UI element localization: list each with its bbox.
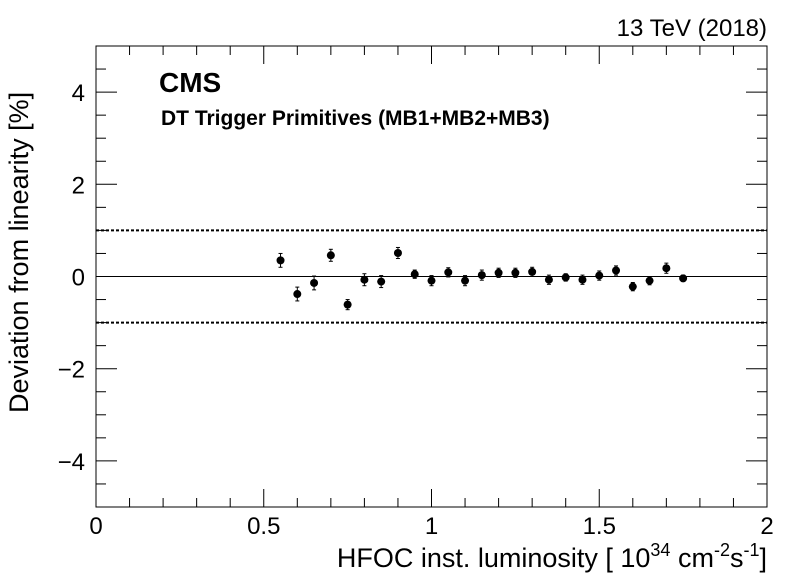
x-tick-label: 1.5 <box>583 513 616 540</box>
data-point <box>360 275 369 284</box>
x-axis-title-cm: cm <box>670 543 714 573</box>
y-tick-label: 4 <box>72 80 85 107</box>
x-tick-label: 0.5 <box>247 513 280 540</box>
data-point <box>444 268 453 277</box>
x-tick-labels: 0 0.5 1 1.5 2 <box>89 513 773 540</box>
data-point <box>511 268 520 277</box>
x-axis-title-exp2: -2 <box>714 540 730 560</box>
data-point <box>310 278 319 287</box>
energy-label: 13 TeV (2018) <box>617 15 767 42</box>
data-point <box>544 275 553 284</box>
x-axis-title-exp3: -1 <box>743 540 759 560</box>
data-point <box>293 290 302 299</box>
data-point <box>326 251 335 260</box>
y-tick-label: 0 <box>72 265 85 292</box>
data-point <box>528 267 537 276</box>
experiment-label: CMS <box>159 67 221 98</box>
y-tick-label: −2 <box>58 357 85 384</box>
data-point <box>410 270 419 279</box>
x-axis-title-close: ] <box>759 543 767 573</box>
data-points <box>276 246 688 311</box>
data-point <box>427 276 436 285</box>
data-point <box>612 266 621 275</box>
data-point <box>461 276 470 285</box>
data-point <box>377 277 386 286</box>
x-tick-label: 1 <box>425 513 438 540</box>
x-axis-title-main: HFOC inst. luminosity [ 10 <box>337 543 651 573</box>
data-point <box>477 271 486 280</box>
x-axis-title-s: s <box>730 543 744 573</box>
data-point <box>595 271 604 280</box>
data-point <box>645 276 654 285</box>
x-tick-label: 2 <box>760 513 773 540</box>
data-point <box>561 273 570 282</box>
x-axis-title: HFOC inst. luminosity [ 1034 cm-2s-1] <box>337 540 767 573</box>
chart-subtitle: DT Trigger Primitives (MB1+MB2+MB3) <box>161 107 550 130</box>
x-axis-title-exp1: 34 <box>650 540 670 560</box>
data-point <box>393 248 402 257</box>
data-point <box>662 264 671 273</box>
data-point <box>494 268 503 277</box>
data-point <box>628 282 637 291</box>
data-point <box>578 275 587 284</box>
plot-frame <box>95 45 768 508</box>
data-point <box>276 256 285 265</box>
y-tick-label: −4 <box>58 449 85 476</box>
data-point <box>679 274 688 283</box>
y-axis-title: Deviation from linearity [%] <box>4 92 34 413</box>
y-tick-labels: −4 −2 0 2 4 <box>58 80 85 476</box>
y-tick-label: 2 <box>72 172 85 199</box>
x-tick-label: 0 <box>89 513 102 540</box>
data-point <box>343 300 352 309</box>
